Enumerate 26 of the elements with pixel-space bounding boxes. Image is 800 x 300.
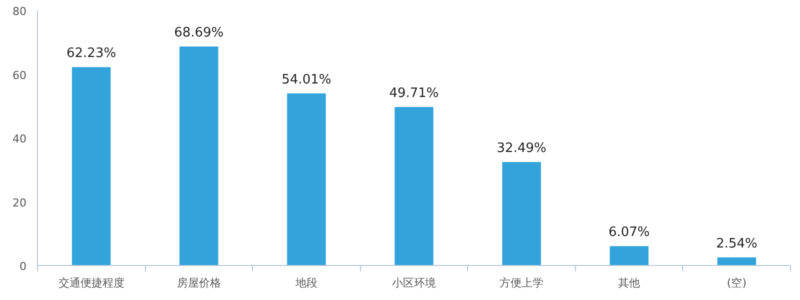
y-tick-label: 80 [12,5,27,18]
bar [502,162,541,266]
bar [179,46,218,266]
x-tick-label: (空) [726,276,747,290]
x-tick-label: 房屋价格 [176,276,221,290]
data-label: 6.07% [608,225,650,240]
data-label: 68.69% [174,26,224,41]
data-label: 2.54% [716,236,758,252]
y-tick-label: 60 [12,68,27,82]
bar [717,257,756,266]
bar [287,93,326,266]
x-tick-label: 交通便捷程度 [58,276,124,290]
data-label: 49.71% [389,86,439,102]
x-tick-label: 小区环境 [392,276,436,290]
data-label: 32.49% [496,140,546,156]
y-tick-label: 20 [12,196,27,210]
x-tick-label: 方便上学 [500,276,544,290]
bar [610,246,649,266]
x-tick-label: 其他 [618,276,640,290]
data-label: 54.01% [282,72,332,88]
y-tick-label: 40 [12,132,27,146]
y-tick-label: 0 [20,260,26,273]
bar [72,67,111,266]
data-label: 62.23% [66,46,116,62]
x-tick-label: 地段 [294,276,318,290]
bar [394,107,434,266]
